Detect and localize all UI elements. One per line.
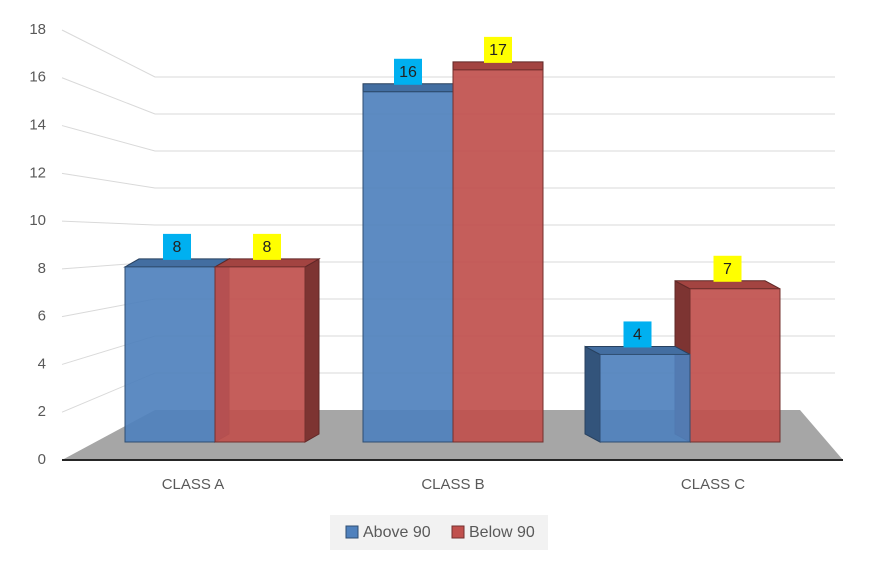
legend-swatch (451, 525, 465, 539)
bar (362, 91, 454, 443)
bar-top (362, 83, 454, 93)
data-label: 17 (489, 42, 507, 59)
y-tick-label: 12 (29, 164, 46, 181)
data-label: 4 (633, 327, 642, 344)
y-tick-label: 18 (29, 21, 46, 38)
bar-side (304, 258, 320, 443)
bar (214, 266, 306, 443)
data-label-box (623, 321, 652, 348)
y-tick-label: 16 (29, 69, 46, 86)
bar (124, 266, 216, 443)
x-tick-label: CLASS A (162, 476, 225, 493)
data-label-box (713, 255, 742, 282)
bar-top (584, 345, 691, 355)
bar-top (213, 258, 321, 268)
x-tick-label: CLASS B (421, 476, 484, 493)
data-label: 8 (263, 239, 272, 256)
y-tick-label: 10 (29, 212, 46, 229)
bar-top (674, 280, 781, 290)
bar-side (584, 345, 601, 443)
data-label: 16 (399, 64, 417, 81)
legend (330, 515, 548, 550)
grid-line (61, 125, 835, 152)
data-label-box (163, 233, 191, 260)
data-label: 8 (173, 239, 182, 256)
y-tick-label: 8 (38, 260, 46, 277)
data-label: 7 (723, 261, 732, 278)
data-label-box (394, 58, 422, 85)
grid-line (61, 77, 835, 115)
y-tick-label: 14 (29, 117, 46, 134)
grid-line (61, 172, 835, 189)
y-tick-label: 6 (38, 308, 46, 325)
y-tick-label: 4 (38, 355, 46, 372)
legend-label: Above 90 (363, 524, 431, 541)
bar (452, 69, 544, 443)
bar-top (452, 61, 544, 71)
grid-line (61, 220, 835, 226)
legend-label: Below 90 (469, 524, 535, 541)
bar-top (123, 258, 231, 268)
y-tick-label: 0 (38, 451, 46, 468)
data-label-box (484, 36, 512, 63)
legend-swatch (345, 525, 359, 539)
grid-line (61, 29, 835, 78)
bar (599, 353, 691, 443)
data-label-box (253, 233, 281, 260)
y-tick-label: 2 (38, 403, 46, 420)
x-tick-label: CLASS C (681, 476, 745, 493)
bar (689, 288, 781, 443)
